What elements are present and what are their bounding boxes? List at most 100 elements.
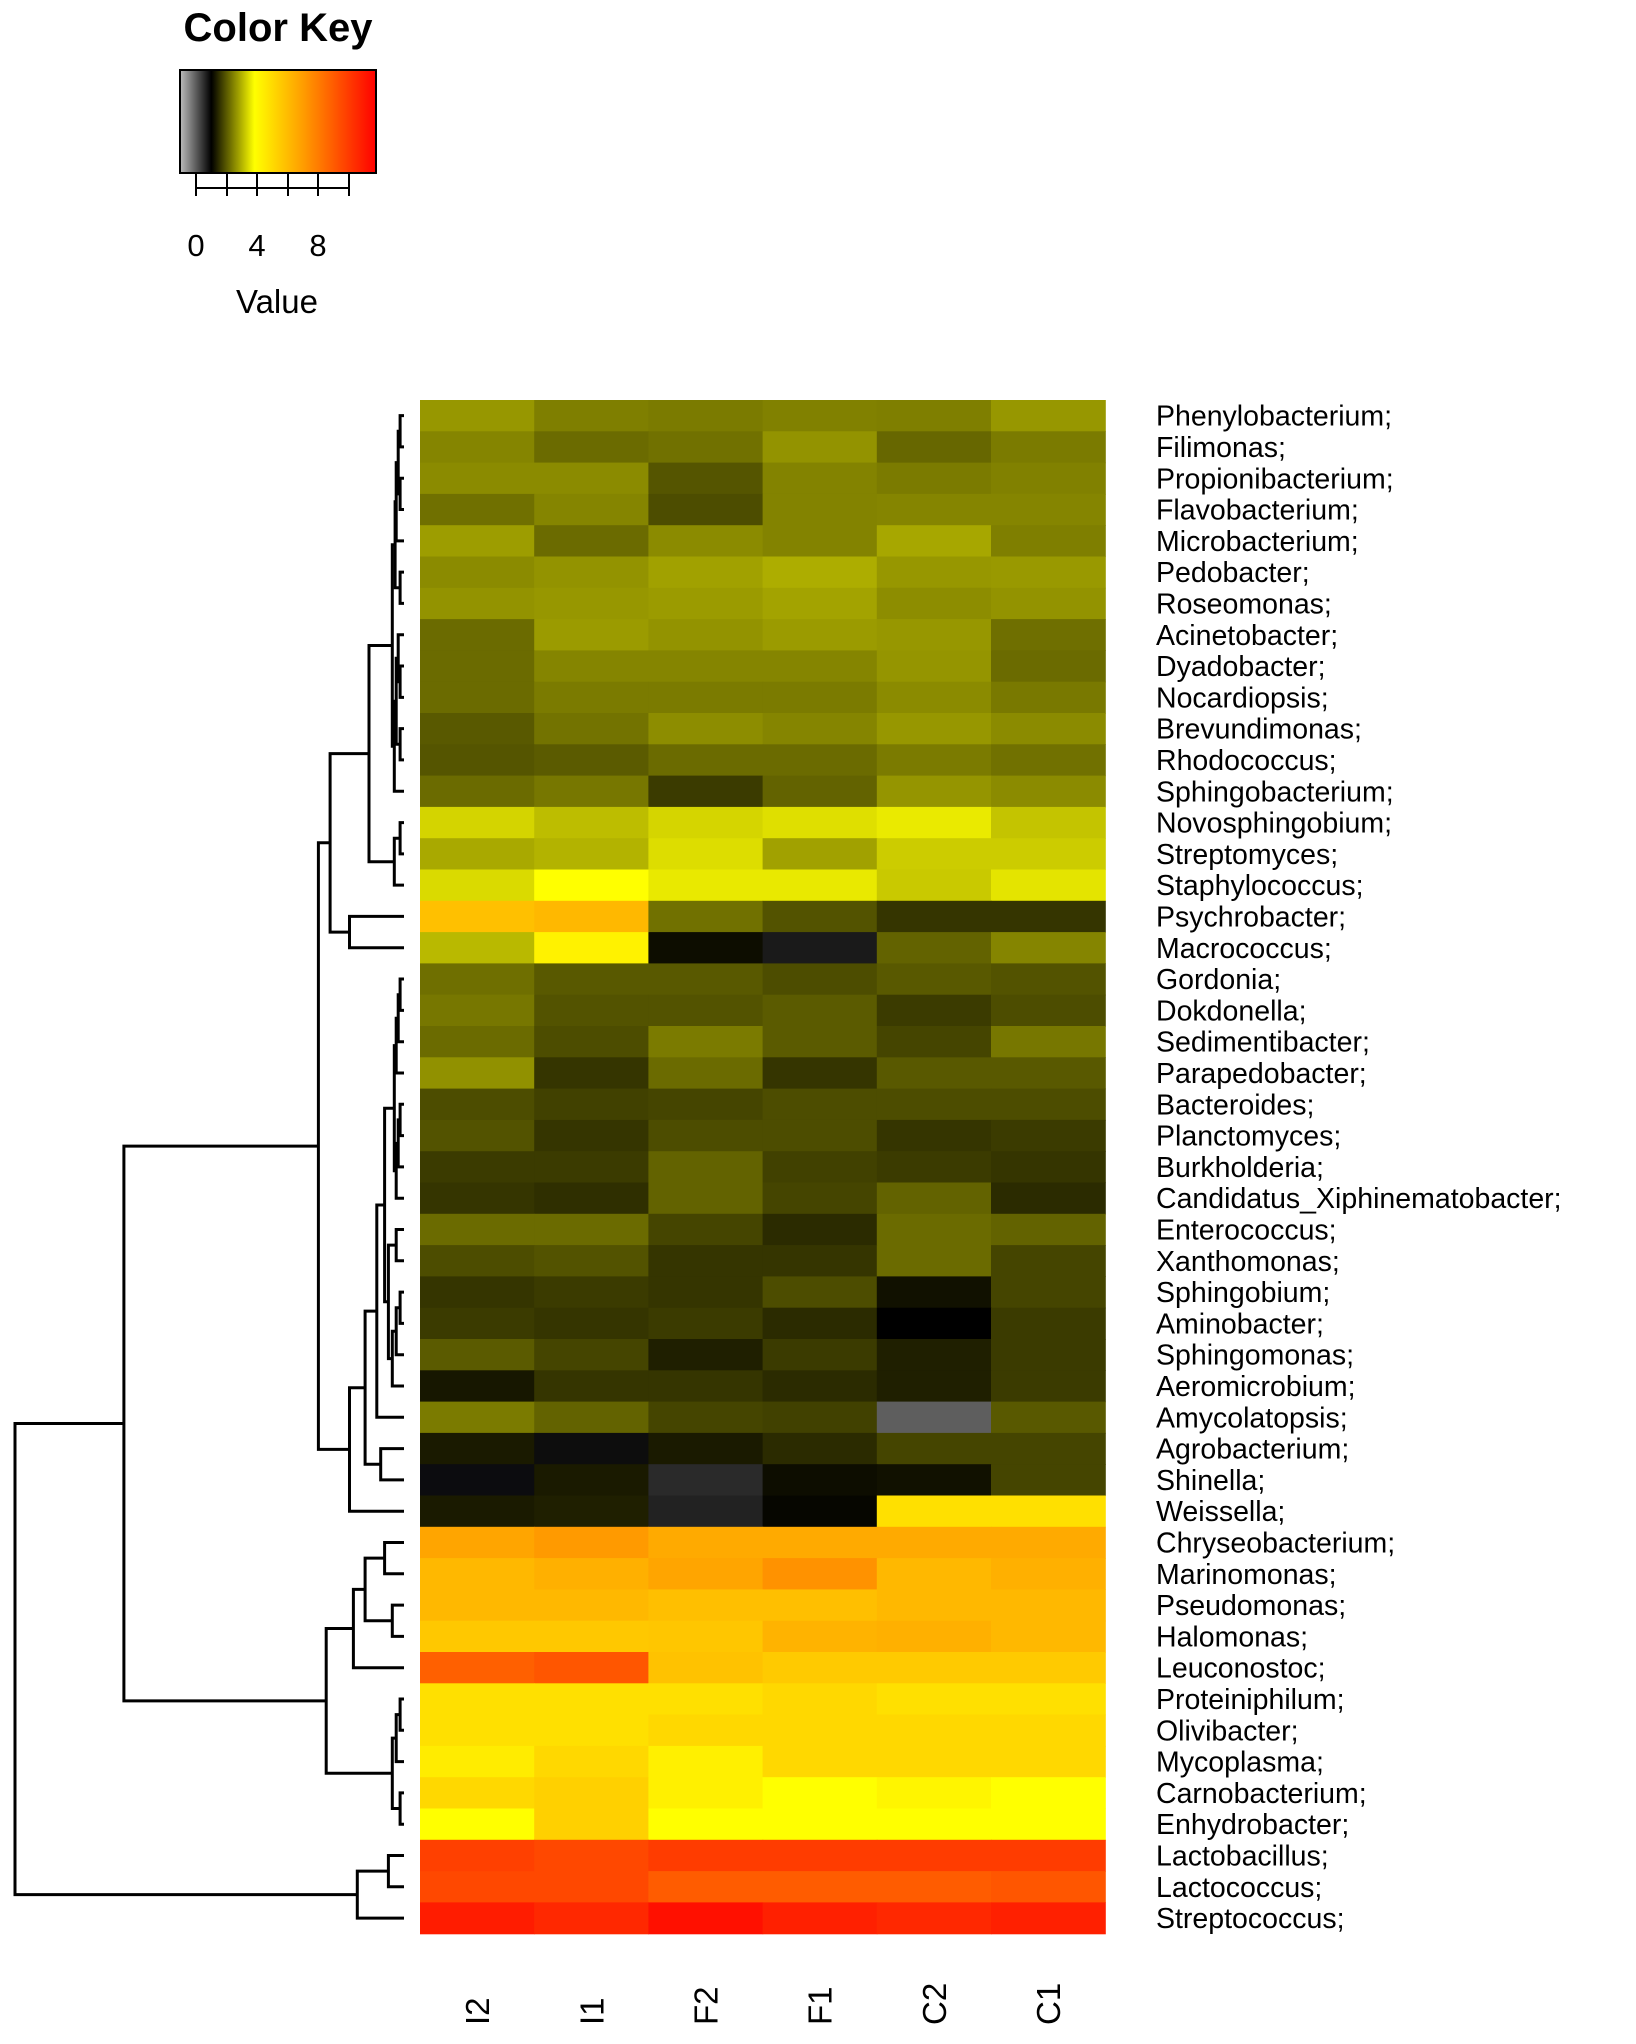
heatmap-cell <box>534 1151 649 1184</box>
row-label: Streptomyces; <box>1156 839 1338 871</box>
heatmap-cell <box>648 1652 764 1684</box>
dendrogram-branch <box>394 1141 404 1200</box>
heatmap-cell <box>876 1245 992 1277</box>
heatmap-cell <box>534 1464 649 1497</box>
heatmap-cell <box>420 400 535 432</box>
row-label: Roseomonas; <box>1156 588 1332 620</box>
dendrogram-branch <box>328 752 369 934</box>
row-label: Carnobacterium; <box>1156 1778 1367 1810</box>
dendrogram-branch <box>398 1102 404 1138</box>
row-label: Planctomyces; <box>1156 1121 1341 1153</box>
row-label: Propionibacterium; <box>1156 463 1394 495</box>
heatmap-cell <box>991 1026 1106 1058</box>
heatmap-cell <box>991 1652 1106 1684</box>
heatmap-cell <box>648 1213 764 1246</box>
heatmap-cell <box>648 1276 764 1309</box>
dendrogram-branch <box>390 1603 404 1638</box>
heatmap-cell <box>991 1401 1106 1434</box>
dendrogram-branch <box>348 914 404 950</box>
heatmap-cell <box>420 1151 535 1184</box>
row-label: Proteiniphilum; <box>1156 1684 1345 1716</box>
heatmap-cell <box>648 462 764 495</box>
heatmap-cell <box>534 650 649 683</box>
heatmap-cell <box>991 619 1106 651</box>
row-label: Halomonas; <box>1156 1621 1308 1653</box>
color-key-tick-label: 8 <box>309 228 326 263</box>
heatmap-cell <box>991 1902 1106 1935</box>
row-label: Pseudomonas; <box>1156 1590 1346 1622</box>
row-label: Leuconostoc; <box>1156 1653 1326 1685</box>
heatmap-cell <box>534 1339 649 1371</box>
row-label: Weissella; <box>1156 1496 1285 1528</box>
heatmap-cell <box>420 1370 535 1403</box>
heatmap-cell <box>991 1088 1106 1121</box>
row-label: Mycoplasma; <box>1156 1747 1324 1779</box>
heatmap-cell <box>876 650 992 683</box>
row-label: Aminobacter; <box>1156 1308 1324 1340</box>
row-label: Brevundimonas; <box>1156 714 1362 746</box>
heatmap-cell <box>648 713 764 745</box>
heatmap-cell <box>991 681 1106 714</box>
heatmap-cell <box>534 525 649 558</box>
heatmap-cell <box>876 1401 992 1434</box>
dendrogram-branch <box>398 1290 404 1325</box>
heatmap-cells <box>420 400 1106 1935</box>
heatmap-cell <box>762 1213 878 1246</box>
heatmap-cell <box>762 1057 878 1090</box>
dendrogram-branch <box>383 1541 404 1576</box>
heatmap-cell <box>991 556 1106 589</box>
row-label: Chryseobacterium; <box>1156 1527 1395 1559</box>
heatmap-cell <box>762 1245 878 1277</box>
row-label: Parapedobacter; <box>1156 1058 1367 1090</box>
heatmap-cell <box>534 1182 649 1215</box>
row-label: Olivibacter; <box>1156 1715 1299 1747</box>
heatmap-cell <box>534 1245 649 1277</box>
dendrogram-branch <box>122 1144 327 1703</box>
heatmap-cell <box>876 1620 992 1653</box>
heatmap-cell <box>991 1245 1106 1277</box>
heatmap-cell <box>876 587 992 620</box>
heatmap-cell <box>762 1339 878 1371</box>
heatmap-cell <box>420 1401 535 1434</box>
heatmap-cell <box>876 1276 992 1309</box>
heatmap-cell <box>420 1808 535 1841</box>
heatmap-cell <box>648 1339 764 1371</box>
heatmap-cell <box>991 587 1106 620</box>
heatmap-cell <box>534 1495 649 1528</box>
heatmap-cell <box>876 1589 992 1622</box>
heatmap-cell <box>991 525 1106 558</box>
row-label: Microbacterium; <box>1156 526 1359 558</box>
heatmap-cell <box>762 1714 878 1747</box>
heatmap-cell <box>534 1714 649 1747</box>
heatmap-cell <box>991 1589 1106 1622</box>
row-label: Staphylococcus; <box>1156 870 1364 902</box>
heatmap-cell <box>534 400 649 432</box>
heatmap-cell <box>420 963 535 996</box>
heatmap-cell <box>534 1213 649 1246</box>
heatmap-cell <box>534 1119 649 1152</box>
heatmap-cell <box>762 587 878 620</box>
heatmap-cell <box>876 1151 992 1184</box>
heatmap-cell <box>876 1307 992 1340</box>
dendrogram-branch <box>363 1309 381 1466</box>
heatmap-cell <box>876 806 992 839</box>
heatmap-cell <box>991 744 1106 777</box>
heatmap-cell <box>534 556 649 589</box>
heatmap-cell <box>991 1370 1106 1403</box>
heatmap-cell <box>991 1777 1106 1810</box>
heatmap-cell <box>534 1777 649 1810</box>
heatmap-cell <box>991 1182 1106 1215</box>
heatmap-cell <box>991 713 1106 745</box>
heatmap-cell <box>648 963 764 996</box>
color-key-title: Color Key <box>184 6 374 50</box>
row-dendrogram <box>13 414 404 1920</box>
heatmap-cell <box>648 1464 764 1497</box>
heatmap-cell <box>991 1745 1106 1778</box>
dendrogram-branch <box>351 1587 404 1670</box>
heatmap-cell <box>648 650 764 683</box>
heatmap-cell <box>534 806 649 839</box>
heatmap-cell <box>762 932 878 964</box>
heatmap-cell <box>648 1432 764 1465</box>
heatmap-cell <box>762 1745 878 1778</box>
heatmap-cell <box>762 556 878 589</box>
